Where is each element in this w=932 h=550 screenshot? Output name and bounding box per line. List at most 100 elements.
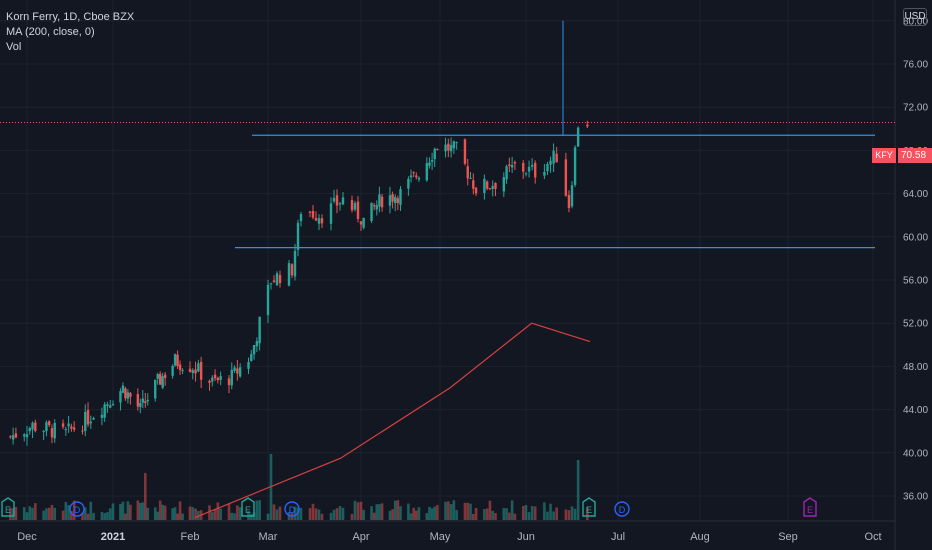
volume-bar [466, 502, 470, 520]
volume-bar [64, 501, 68, 520]
volume-bar [417, 507, 421, 520]
candle-body [375, 205, 378, 210]
candle-body [124, 388, 127, 399]
volume-bar [158, 500, 162, 520]
candle-body [106, 404, 109, 407]
y-tick-label: 44.00 [903, 405, 928, 416]
candle-body [329, 203, 333, 224]
candle-body [233, 367, 236, 371]
candle-body [388, 195, 392, 206]
candle-body [213, 374, 217, 379]
candle-body [513, 162, 517, 164]
candle-body [156, 374, 159, 379]
candle-body [70, 426, 73, 429]
candle-body [247, 361, 250, 369]
volume-bar [126, 501, 130, 520]
volume-bar [28, 506, 32, 520]
x-tick-label: Feb [181, 531, 200, 543]
candle-body [290, 264, 294, 276]
candle-body [433, 148, 436, 160]
candle-body [67, 423, 70, 427]
candle-body [567, 195, 571, 209]
volume-bar [399, 506, 402, 520]
candle-body [25, 434, 29, 438]
y-tick-label: 52.00 [903, 319, 928, 330]
dividend-event-icon [614, 501, 630, 517]
earnings-event-icon [1, 497, 15, 517]
candle-body [252, 345, 256, 355]
candle-body [505, 166, 508, 180]
candle-body [9, 436, 12, 438]
event-label: D [619, 505, 626, 515]
volume-bar [103, 513, 106, 520]
candle-body [428, 162, 431, 166]
candle-body [81, 430, 84, 432]
candle-body [372, 205, 376, 207]
candle-body [502, 177, 506, 192]
volume-bar [409, 513, 413, 520]
earnings-event-icon [241, 497, 255, 517]
volume-bar [210, 512, 214, 520]
volume-bar [505, 508, 508, 520]
event-label: E [245, 505, 251, 515]
volume-bar [81, 512, 84, 520]
candle-body [154, 379, 157, 399]
volume-bar [191, 507, 195, 520]
volume-bar [396, 500, 400, 520]
currency-button[interactable]: USD [903, 8, 927, 26]
y-tick-label: 76.00 [903, 60, 928, 71]
volume-bar [513, 513, 517, 520]
y-tick-label: 60.00 [903, 232, 928, 243]
volume-bar [455, 510, 458, 520]
volume-bar [258, 500, 261, 520]
candle-body [549, 160, 552, 165]
volume-bar [471, 513, 475, 520]
candle-body [211, 377, 214, 382]
dividend-event-icon [69, 501, 85, 517]
candle-body [378, 194, 381, 207]
volume-bar [92, 512, 95, 520]
x-tick-label: Jul [611, 531, 625, 543]
candle-body [64, 429, 68, 431]
y-tick-label: 64.00 [903, 189, 928, 200]
volume-bar [255, 500, 259, 520]
volume-bar [213, 509, 217, 520]
volume-bar [299, 507, 303, 520]
candle-body [436, 148, 439, 150]
candle-body [208, 380, 211, 383]
candle-body [28, 428, 31, 432]
candle-body [394, 197, 397, 204]
event-label: D [289, 505, 296, 515]
volume-bar [11, 508, 15, 520]
volume-bar [238, 507, 242, 520]
volume-bar [171, 508, 174, 520]
volume-bar [47, 507, 51, 520]
candle-body [11, 435, 15, 440]
volume-bar [425, 513, 429, 520]
y-tick-label: 80.00 [903, 16, 928, 27]
volume-bar [100, 511, 104, 520]
volume-bar [53, 507, 57, 520]
candle-body [311, 210, 315, 218]
candle-body [250, 354, 253, 361]
candle-body [53, 422, 56, 439]
x-tick-label: 2021 [101, 531, 125, 543]
volume-bar [83, 507, 87, 520]
volume-bar [146, 507, 150, 520]
candle-body [527, 166, 531, 172]
candle-body [89, 421, 93, 424]
candle-body [238, 367, 242, 377]
volume-bar [415, 510, 418, 520]
candle-body [510, 164, 514, 168]
candle-body [255, 341, 259, 347]
volume-bar [89, 501, 93, 520]
candle-body [485, 181, 489, 189]
candle-body [508, 164, 511, 167]
volume-bar [86, 513, 90, 520]
volume-bar [372, 512, 376, 520]
volume-bar [72, 500, 76, 520]
volume-bar [311, 503, 315, 520]
candle-body [111, 404, 115, 406]
candle-body [227, 378, 231, 386]
